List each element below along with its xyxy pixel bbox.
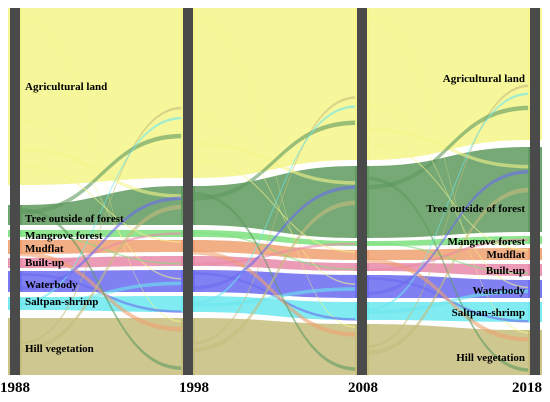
year-label-1998: 1998	[179, 380, 209, 396]
label-2018-saltpan-shrimp: Saltpan-shrimp	[452, 307, 525, 319]
flow-mangrove-forest-0	[20, 230, 183, 237]
cross-flow-0-3	[20, 133, 183, 215]
label-2018-waterbody: Waterbody	[472, 285, 525, 297]
label-2018-agricultural-land: Agricultural land	[443, 73, 525, 85]
label-1988-saltpan-shrimp: Saltpan-shrimp	[25, 296, 98, 308]
label-1988-hill-vegetation: Hill vegetation	[25, 343, 94, 355]
label-1988-agricultural-land: Agricultural land	[25, 81, 107, 93]
year-label-2018: 2018	[512, 380, 542, 396]
cross-flow-2-13	[367, 92, 530, 311]
flow-agricultural-land-1	[193, 8, 357, 178]
flow-hill-vegetation-0	[20, 318, 183, 375]
cross-flow-1-10	[193, 191, 357, 371]
cross-flow-1-14	[193, 185, 357, 290]
label-1988-mangrove-forest: Mangrove forest	[25, 230, 103, 242]
cross-flow-0-7	[20, 251, 183, 332]
label-1988-waterbody: Waterbody	[25, 279, 78, 291]
cross-flow-1-6	[193, 287, 357, 308]
cross-flow-1-4	[193, 115, 357, 286]
year-bar-0	[10, 8, 20, 375]
cross-flow-0-1	[20, 106, 183, 345]
flow-mudflat-1	[193, 240, 357, 260]
cross-flow-0-13	[20, 116, 183, 305]
year-label-2008: 2008	[348, 380, 378, 396]
cross-flow-1-11	[193, 200, 357, 353]
cross-flow-1-13	[193, 105, 357, 305]
cross-flow-2-8	[367, 242, 530, 274]
label-1988-built-up: Built-up	[25, 257, 64, 269]
label-2018-hill-vegetation: Hill vegetation	[456, 352, 525, 364]
year-axis-bars	[10, 8, 540, 375]
cross-flow-2-4	[367, 103, 530, 289]
cross-flow-1-0	[193, 16, 357, 329]
cross-flow-2-3	[367, 105, 530, 190]
cross-flow-2-9	[367, 238, 530, 271]
label-2018-tree-outside-of-forest: Tree outside of forest	[426, 203, 525, 215]
cross-flow-2-12	[367, 143, 530, 251]
label-1988-tree-outside-of-forest: Tree outside of forest	[25, 213, 124, 225]
cross-flow-0-0	[20, 16, 183, 323]
label-2018-built-up: Built-up	[486, 265, 525, 277]
cross-flow-0-11	[20, 204, 183, 353]
cross-flow-1-7	[193, 250, 357, 337]
flow-links	[20, 8, 530, 375]
flow-agricultural-land-0	[20, 8, 183, 185]
cross-flow-1-1	[193, 96, 357, 345]
year-bar-2	[357, 8, 367, 375]
cross-flow-2-1	[367, 84, 530, 348]
year-label-1988: 1988	[0, 380, 30, 396]
cross-flow-1-2	[193, 142, 357, 185]
cross-flow-0-9	[20, 232, 183, 268]
flow-tree-outside-of-forest-2	[367, 147, 530, 238]
category-labels: Agricultural land Tree outside of forest…	[25, 73, 525, 364]
cross-flow-1-8	[193, 232, 357, 271]
year-bar-1	[183, 8, 193, 375]
cross-flow-2-14	[367, 169, 530, 296]
cross-flow-0-8	[20, 232, 183, 265]
cross-flow-2-11	[367, 187, 530, 356]
label-2018-mangrove-forest: Mangrove forest	[448, 236, 526, 248]
cross-flow-0-12	[20, 165, 183, 243]
flow-agricultural-land-2	[367, 8, 530, 160]
cross-flow-2-0	[367, 15, 530, 334]
label-1988-mudflat: Mudflat	[25, 243, 64, 255]
year-bar-3	[530, 8, 540, 375]
label-2018-mudflat: Mudflat	[487, 249, 526, 261]
flow-mudflat-0	[20, 240, 183, 254]
cross-flow-0-10	[20, 208, 183, 370]
cross-flow-0-4	[20, 119, 183, 280]
cross-flow-1-3	[193, 120, 357, 201]
flow-hill-vegetation-2	[367, 324, 530, 375]
flow-built-up-0	[20, 256, 183, 268]
cross-flow-2-7	[367, 258, 530, 342]
cross-flow-2-10	[367, 176, 530, 372]
cross-flow-0-14	[20, 196, 183, 290]
cross-flow-1-9	[193, 242, 357, 266]
cross-flow-0-6	[20, 281, 183, 307]
flow-tree-outside-of-forest-0	[20, 186, 183, 225]
